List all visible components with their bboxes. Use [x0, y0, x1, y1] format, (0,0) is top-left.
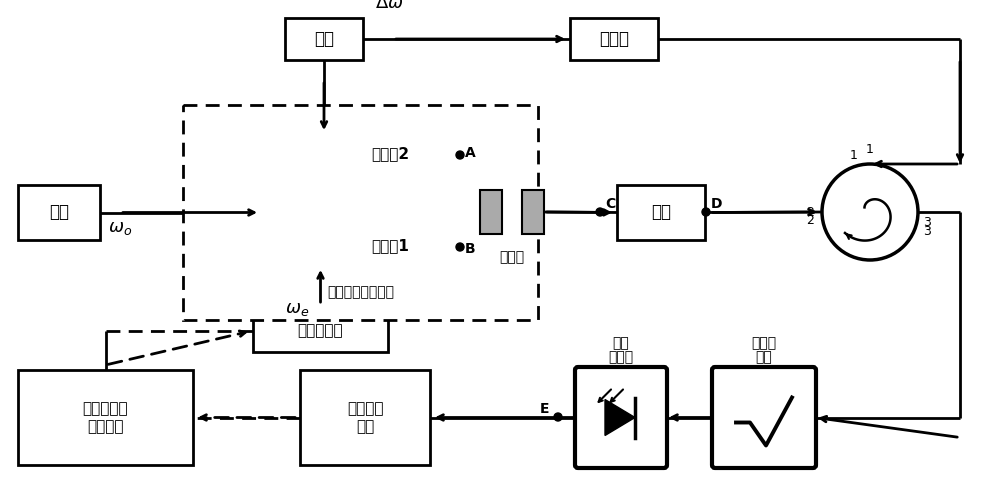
Text: 3: 3	[923, 225, 931, 238]
Bar	[480, 190, 502, 234]
Text: 隔离器: 隔离器	[499, 250, 525, 264]
Text: D: D	[711, 197, 722, 211]
Bar	[617, 185, 705, 240]
Text: 光源: 光源	[49, 203, 69, 221]
Bar	[18, 370, 193, 465]
Bar	[325, 225, 455, 267]
Bar	[18, 185, 100, 240]
Circle shape	[456, 151, 464, 159]
Bar	[285, 18, 363, 60]
Text: 光器件: 光器件	[751, 336, 777, 350]
Bar	[325, 133, 455, 175]
Text: 1: 1	[850, 149, 858, 162]
FancyBboxPatch shape	[575, 367, 667, 468]
Bar	[183, 105, 538, 320]
Text: 放大器: 放大器	[599, 30, 629, 48]
Circle shape	[702, 208, 710, 216]
Text: 3: 3	[923, 216, 931, 228]
Text: $\omega_o$: $\omega_o$	[108, 219, 132, 237]
Text: 控制及数据
处理模块: 控制及数据 处理模块	[83, 401, 128, 434]
Text: C: C	[605, 197, 615, 211]
Text: 2: 2	[806, 214, 814, 226]
Circle shape	[596, 208, 604, 216]
Text: 调制器1: 调制器1	[371, 239, 409, 253]
Text: 调制器2: 调制器2	[371, 146, 409, 162]
Bar	[253, 310, 388, 352]
Text: A: A	[465, 146, 476, 160]
Text: 待测: 待测	[756, 350, 772, 364]
Text: 幅相提取
模块: 幅相提取 模块	[347, 401, 383, 434]
Text: B: B	[465, 242, 476, 256]
Text: $\omega_e$: $\omega_e$	[285, 300, 309, 318]
Circle shape	[554, 413, 562, 421]
Text: 光电探: 光电探	[608, 350, 634, 364]
Text: 光纤: 光纤	[651, 203, 671, 221]
Text: 2: 2	[806, 206, 814, 218]
Bar	[570, 18, 658, 60]
Text: 扫频微波源: 扫频微波源	[298, 324, 343, 338]
Text: 1: 1	[866, 143, 874, 156]
Polygon shape	[605, 400, 635, 436]
Text: 本振: 本振	[314, 30, 334, 48]
Text: E: E	[540, 402, 550, 416]
Bar	[300, 370, 430, 465]
Text: 双平行光电调制器: 双平行光电调制器	[327, 285, 394, 299]
Text: 测器: 测器	[613, 336, 629, 350]
Circle shape	[456, 243, 464, 251]
FancyBboxPatch shape	[712, 367, 816, 468]
Bar	[522, 190, 544, 234]
Text: $\Delta\omega$: $\Delta\omega$	[375, 0, 404, 12]
